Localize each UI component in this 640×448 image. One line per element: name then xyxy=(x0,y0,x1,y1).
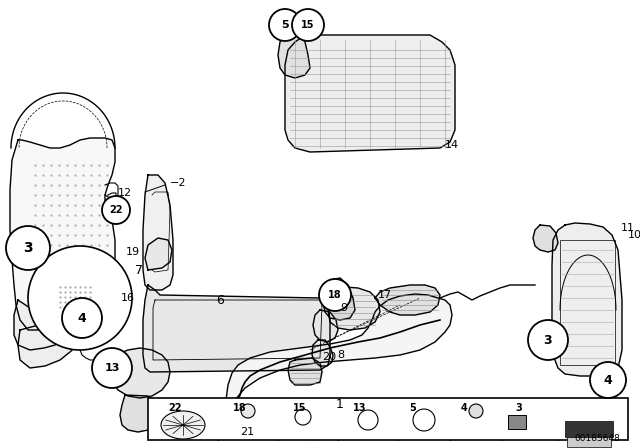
Polygon shape xyxy=(143,285,330,372)
Text: 5: 5 xyxy=(281,20,289,30)
Polygon shape xyxy=(288,358,322,385)
Text: 15: 15 xyxy=(293,403,307,413)
Circle shape xyxy=(62,298,102,338)
Bar xyxy=(508,415,526,429)
Bar xyxy=(567,437,611,447)
Text: 15: 15 xyxy=(301,20,315,30)
Text: −2: −2 xyxy=(170,178,186,188)
Circle shape xyxy=(241,404,255,418)
Polygon shape xyxy=(533,225,558,252)
Text: 5: 5 xyxy=(409,403,416,413)
Text: 4: 4 xyxy=(77,311,86,324)
Bar xyxy=(565,421,613,437)
Text: 11: 11 xyxy=(621,223,635,233)
Circle shape xyxy=(102,196,130,224)
Circle shape xyxy=(28,246,132,350)
Polygon shape xyxy=(215,408,233,430)
Text: 6: 6 xyxy=(216,293,224,306)
Text: 17: 17 xyxy=(378,290,392,300)
Polygon shape xyxy=(375,285,440,315)
Polygon shape xyxy=(57,281,95,312)
Polygon shape xyxy=(18,325,80,368)
Text: 19: 19 xyxy=(126,247,140,257)
Polygon shape xyxy=(10,138,115,330)
Text: 00185648: 00185648 xyxy=(574,434,620,443)
Polygon shape xyxy=(285,35,455,152)
Polygon shape xyxy=(323,278,355,320)
Ellipse shape xyxy=(161,411,205,439)
Text: 21: 21 xyxy=(240,427,254,437)
Text: 18: 18 xyxy=(328,290,342,300)
Circle shape xyxy=(590,362,626,398)
Text: 13: 13 xyxy=(353,403,367,413)
Text: 13: 13 xyxy=(104,363,120,373)
Text: 16: 16 xyxy=(121,293,135,303)
Text: 8: 8 xyxy=(337,350,344,360)
Polygon shape xyxy=(226,294,452,415)
Polygon shape xyxy=(328,287,380,330)
Circle shape xyxy=(528,320,568,360)
Circle shape xyxy=(269,9,301,41)
Polygon shape xyxy=(312,340,333,366)
Text: 1: 1 xyxy=(336,399,344,412)
Text: 12: 12 xyxy=(118,188,132,198)
Text: 10: 10 xyxy=(628,230,640,240)
Circle shape xyxy=(92,348,132,388)
Text: 9: 9 xyxy=(340,303,347,313)
Circle shape xyxy=(469,404,483,418)
Text: 22: 22 xyxy=(168,403,182,413)
Text: 22: 22 xyxy=(109,205,123,215)
Text: 14: 14 xyxy=(445,140,459,150)
Text: 3: 3 xyxy=(515,403,522,413)
Text: 4: 4 xyxy=(461,403,468,413)
Polygon shape xyxy=(145,238,172,270)
Polygon shape xyxy=(143,175,173,290)
Polygon shape xyxy=(110,348,170,398)
Text: 20: 20 xyxy=(322,352,336,362)
Text: 3: 3 xyxy=(544,333,552,346)
Bar xyxy=(560,240,615,365)
Text: 4: 4 xyxy=(604,374,612,387)
Polygon shape xyxy=(313,310,338,342)
Circle shape xyxy=(292,9,324,41)
Text: 7: 7 xyxy=(135,263,143,276)
Text: 18: 18 xyxy=(233,403,246,413)
Polygon shape xyxy=(552,223,622,376)
Circle shape xyxy=(6,226,50,270)
Polygon shape xyxy=(14,300,65,350)
Polygon shape xyxy=(120,395,155,432)
Circle shape xyxy=(97,353,107,363)
Bar xyxy=(148,398,628,440)
Polygon shape xyxy=(278,35,310,78)
Circle shape xyxy=(319,279,351,311)
Text: 3: 3 xyxy=(23,241,33,255)
